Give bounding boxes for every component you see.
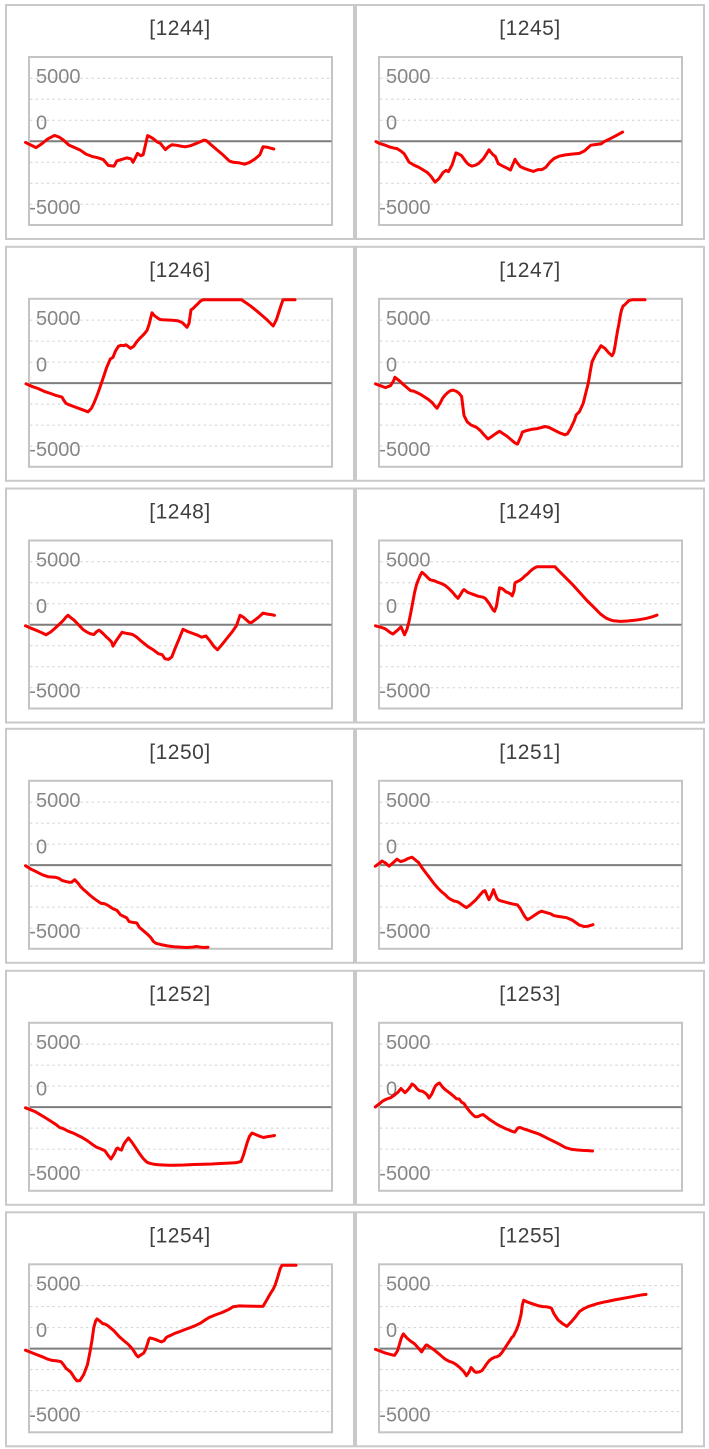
svg-text:5000: 5000 [386,1273,431,1295]
svg-text:5000: 5000 [36,1032,81,1054]
svg-text:[1250]: [1250] [149,741,210,764]
svg-text:[1251]: [1251] [499,741,560,764]
svg-text:[1244]: [1244] [149,17,210,40]
svg-text:-5000: -5000 [29,681,80,703]
svg-text:5000: 5000 [386,66,431,88]
svg-text:5000: 5000 [36,790,81,812]
svg-text:-5000: -5000 [379,197,430,219]
svg-text:[1246]: [1246] [149,259,210,282]
svg-text:[1255]: [1255] [499,1224,560,1247]
svg-text:-5000: -5000 [29,1404,80,1426]
svg-text:5000: 5000 [386,550,431,572]
svg-text:5000: 5000 [36,308,81,330]
svg-text:[1245]: [1245] [499,17,560,40]
svg-text:5000: 5000 [386,308,431,330]
svg-text:-5000: -5000 [379,1404,430,1426]
svg-text:0: 0 [386,836,397,858]
svg-text:-5000: -5000 [379,439,430,461]
svg-text:[1248]: [1248] [149,501,210,524]
svg-text:-5000: -5000 [29,921,80,943]
svg-text:0: 0 [36,113,47,135]
svg-text:-5000: -5000 [29,439,80,461]
svg-text:0: 0 [386,113,397,135]
svg-text:-5000: -5000 [379,1163,430,1185]
svg-text:0: 0 [386,1320,397,1342]
svg-text:0: 0 [36,596,47,618]
svg-text:0: 0 [386,354,397,376]
svg-text:0: 0 [386,1078,397,1100]
svg-text:0: 0 [36,1320,47,1342]
svg-text:5000: 5000 [36,66,81,88]
svg-text:5000: 5000 [36,1273,81,1295]
svg-text:5000: 5000 [386,790,431,812]
svg-text:-5000: -5000 [379,681,430,703]
svg-text:0: 0 [36,1078,47,1100]
svg-text:[1247]: [1247] [499,259,560,282]
svg-text:0: 0 [386,596,397,618]
svg-text:5000: 5000 [386,1032,431,1054]
svg-text:[1252]: [1252] [149,983,210,1006]
svg-text:-5000: -5000 [379,921,430,943]
svg-text:[1249]: [1249] [499,501,560,524]
svg-text:[1253]: [1253] [499,983,560,1006]
svg-text:-5000: -5000 [29,197,80,219]
svg-text:0: 0 [36,836,47,858]
svg-text:[1254]: [1254] [149,1224,210,1247]
svg-text:5000: 5000 [36,550,81,572]
svg-text:0: 0 [36,354,47,376]
svg-text:-5000: -5000 [29,1163,80,1185]
